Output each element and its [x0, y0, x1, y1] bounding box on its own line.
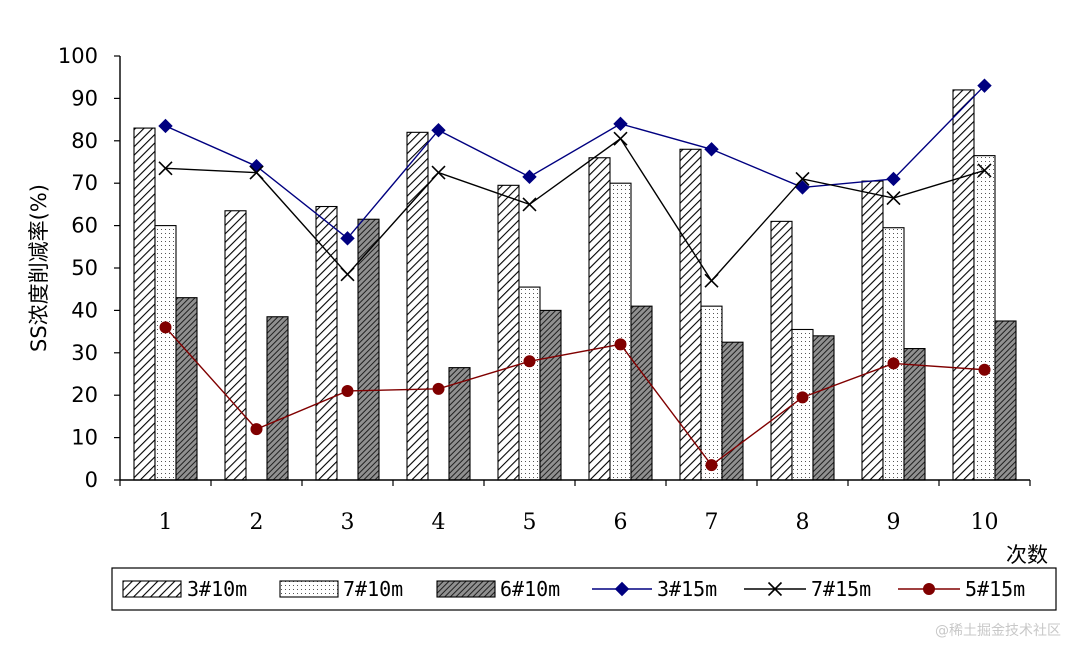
bar-3#10m [861, 180, 884, 481]
legend-marker-3#15m [614, 581, 630, 597]
bar-6#10m [175, 297, 198, 481]
x-tick-label: 3 [341, 510, 355, 535]
point-7#15m [977, 163, 992, 178]
x-tick-label: 8 [796, 510, 810, 535]
watermark: @稀土掘金技术社区 [935, 623, 1061, 639]
y-tick-label: 40 [71, 298, 98, 322]
point-3#15m [704, 142, 719, 157]
y-tick-label: 0 [85, 468, 98, 492]
point-5#15m [705, 459, 718, 472]
point-5#15m [250, 423, 263, 436]
bar-7#10m [154, 225, 177, 481]
point-5#15m [796, 391, 809, 404]
y-tick-label: 20 [71, 383, 98, 407]
point-5#15m [978, 363, 991, 376]
bar-3#10m [588, 157, 611, 481]
y-tick-label: 70 [71, 171, 98, 195]
point-3#15m [795, 180, 810, 195]
point-5#15m [432, 382, 445, 395]
legend-marker-5#15m [923, 583, 935, 595]
x-axis-title: 次数 [1006, 543, 1048, 567]
legend-swatch-3#10m [122, 580, 182, 598]
x-tick-label: 10 [971, 510, 999, 535]
bar-3#10m [679, 148, 702, 481]
point-5#15m [887, 357, 900, 370]
legend-label-5#15m: 5#15m [965, 577, 1025, 601]
point-3#15m [886, 171, 901, 187]
point-3#15m [977, 78, 992, 93]
line-3#15m [165, 85, 986, 240]
bar-6#10m [812, 335, 835, 481]
x-tick-label: 9 [887, 510, 901, 535]
bar-6#10m [630, 305, 653, 481]
bar-6#10m [994, 320, 1017, 481]
y-axis: 0 10 20 30 40 50 60 70 80 90 100 [58, 44, 121, 492]
bar-6#10m [539, 309, 562, 481]
point-5#15m [523, 355, 536, 368]
point-3#15m [340, 231, 355, 246]
bar-7#10m [609, 182, 632, 481]
point-5#15m [159, 321, 172, 334]
point-5#15m [614, 338, 627, 351]
point-3#15m [249, 159, 264, 174]
point-7#15m [340, 267, 355, 282]
x-tick-label: 6 [614, 510, 628, 535]
legend-swatch-6#10m [436, 580, 496, 598]
bar-7#10m [791, 328, 814, 481]
bar-3#10m [952, 89, 975, 481]
point-7#15m [613, 131, 628, 146]
bar-7#10m [700, 305, 723, 481]
point-7#15m [704, 273, 719, 288]
point-3#15m [522, 169, 537, 185]
point-3#15m [158, 118, 173, 134]
x-tick-label: 1 [159, 510, 173, 535]
y-tick-label: 10 [71, 426, 98, 450]
legend-label-7#15m: 7#15m [811, 577, 871, 601]
bar-3#10m [133, 127, 156, 481]
bar-3#10m [315, 205, 338, 481]
x-tick-label: 5 [523, 510, 537, 535]
y-tick-label: 90 [71, 86, 98, 110]
x-axis: 1 2 3 4 5 6 7 8 9 10 [119, 479, 1031, 535]
x-tick-label: 2 [250, 510, 264, 535]
bar-7#10m [973, 155, 996, 481]
line-7#15m [165, 137, 985, 282]
point-5#15m [341, 384, 354, 397]
y-tick-label: 50 [71, 256, 98, 280]
x-tick-label: 4 [432, 510, 446, 535]
bar-6#10m [903, 348, 926, 481]
point-7#15m [522, 197, 537, 212]
x-tick-label: 7 [705, 510, 719, 535]
legend-label-3#10m: 3#10m [187, 577, 247, 601]
bar-3#10m [224, 210, 247, 481]
legend-marker-7#15m [767, 581, 783, 597]
bar-6#10m [266, 316, 289, 481]
bar-3#10m [497, 184, 520, 481]
point-7#15m [886, 190, 901, 206]
point-7#15m [795, 171, 810, 187]
point-7#15m [158, 161, 173, 176]
point-7#15m [249, 165, 264, 180]
bar-7#10m [518, 286, 541, 481]
y-tick-label: 100 [58, 44, 98, 68]
plot-area [133, 78, 1017, 481]
legend-label-6#10m: 6#10m [500, 577, 560, 601]
legend-label-3#15m: 3#15m [657, 577, 717, 601]
y-tick-label: 80 [71, 129, 98, 153]
bar-7#10m [882, 227, 905, 481]
y-tick-label: 30 [71, 341, 98, 365]
y-tick-label: 60 [71, 214, 98, 238]
y-axis-title: SS浓度削减率(%) [27, 184, 51, 352]
point-3#15m [613, 116, 628, 132]
bar-3#10m [406, 131, 429, 481]
point-7#15m [431, 165, 446, 180]
point-3#15m [431, 122, 446, 138]
legend: 3#10m 7#10m 6#10m 3#15m 7#15m 5#15m [111, 567, 1057, 611]
line-5#15m [164, 326, 985, 467]
bar-6#10m [721, 341, 744, 481]
legend-swatch-7#10m [279, 580, 339, 598]
legend-label-7#10m: 7#10m [343, 577, 403, 601]
bar-3#10m [770, 220, 793, 481]
